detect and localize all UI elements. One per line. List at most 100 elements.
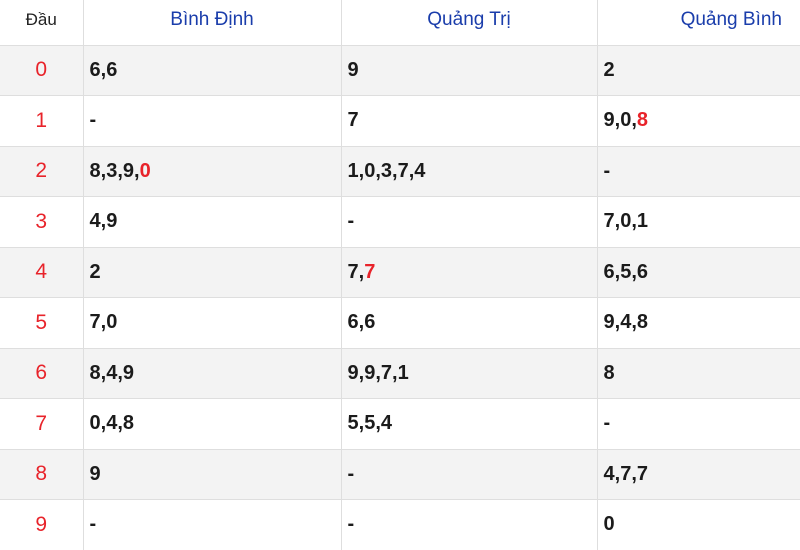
tail-digit: 0 xyxy=(620,109,632,132)
table-row: 7 0,4,8 5,5,4- xyxy=(0,398,800,450)
tail-separator: , xyxy=(117,159,123,182)
tail-digit: 9 xyxy=(122,361,134,384)
tail-separator: , xyxy=(375,412,381,435)
tail-separator: , xyxy=(375,361,381,384)
tail-digit: 4 xyxy=(380,412,392,435)
tail-digit: 9 xyxy=(122,159,134,182)
tails-cell: 8,3,9,0 xyxy=(83,146,342,197)
tail-digit: 9 xyxy=(347,58,359,81)
head-digit: 1 xyxy=(0,95,84,147)
table-row: 4 2 7,7 6,5,6 xyxy=(0,247,800,298)
tail-separator: , xyxy=(117,361,123,384)
header-province-quang-binh[interactable]: Quảng Bình xyxy=(597,0,800,46)
tail-digit-highlighted: 7 xyxy=(364,260,376,283)
tail-separator: , xyxy=(100,361,107,384)
tail-digit: 4 xyxy=(414,159,426,182)
tail-digit: 9 xyxy=(364,361,376,384)
tail-digit: 3 xyxy=(106,159,118,182)
table-row: 9--0 xyxy=(0,499,800,550)
tail-digit: 7 xyxy=(397,159,409,182)
tails-cell: 8 xyxy=(597,348,800,399)
tail-digit: 0 xyxy=(603,513,615,536)
tails-cell: 2 xyxy=(83,247,342,298)
tail-separator: , xyxy=(392,159,398,182)
tails-cell: - xyxy=(597,146,800,197)
tail-separator: , xyxy=(100,311,107,334)
tail-digit: 4 xyxy=(106,361,118,384)
tail-separator: , xyxy=(614,210,621,233)
tail-digit: 1 xyxy=(636,210,648,233)
tail-digit: 8 xyxy=(89,159,101,182)
tail-digit: 9 xyxy=(89,462,101,485)
tails-cell: 9,9,7,1 xyxy=(341,348,598,399)
tails-cell: 2 xyxy=(597,45,800,96)
tail-separator: , xyxy=(614,311,621,334)
tail-digit: 9 xyxy=(603,311,615,334)
tail-digit: 4 xyxy=(89,210,101,233)
tail-digit-highlighted: 8 xyxy=(636,109,648,132)
tail-separator: , xyxy=(117,412,123,435)
tail-digit: - xyxy=(603,412,611,435)
tail-digit: 1 xyxy=(397,361,409,384)
header-province-quang-tri[interactable]: Quảng Trị xyxy=(341,0,598,46)
tails-cell: - xyxy=(341,499,598,550)
tail-digit: 0 xyxy=(89,412,101,435)
tail-digit: - xyxy=(89,513,97,536)
tail-separator: , xyxy=(631,210,637,233)
tail-digit: 6 xyxy=(106,58,118,81)
tail-digit: 7 xyxy=(603,210,615,233)
tails-cell: - xyxy=(597,398,800,450)
tail-digit: 7 xyxy=(380,361,392,384)
tail-separator: , xyxy=(631,260,637,283)
tail-digit: 9 xyxy=(603,109,615,132)
header-head-label: Đầu xyxy=(0,0,84,46)
tail-digit: 6 xyxy=(347,311,359,334)
table-row: 8 9-4,7,7 xyxy=(0,449,800,500)
tail-separator: , xyxy=(358,260,365,283)
tail-digit: 9 xyxy=(106,210,118,233)
table-row: 3 4,9-7,0,1 xyxy=(0,196,800,248)
tail-digit: 4 xyxy=(620,311,632,334)
tail-digit: 5 xyxy=(620,260,632,283)
tails-cell: 0,4,8 xyxy=(83,398,342,450)
tail-separator: , xyxy=(358,361,365,384)
tails-cell: 0 xyxy=(597,499,800,550)
tails-cell: - xyxy=(83,95,342,147)
tails-cell: - xyxy=(83,499,342,550)
tail-digit: 7 xyxy=(347,260,359,283)
tail-separator: , xyxy=(100,159,107,182)
tail-digit: 2 xyxy=(89,260,101,283)
tail-separator: , xyxy=(100,412,107,435)
tail-digit: - xyxy=(347,513,355,536)
tail-separator: , xyxy=(358,159,365,182)
tail-digit: 4 xyxy=(106,412,118,435)
tail-separator: , xyxy=(614,260,621,283)
table-row: 0 6,6 9 2 xyxy=(0,45,800,96)
tail-separator: , xyxy=(358,412,365,435)
header-province-binh-dinh[interactable]: Bình Định xyxy=(83,0,342,46)
tail-digit: 8 xyxy=(603,361,615,384)
tails-cell: 9,4,8 xyxy=(597,297,800,349)
tail-digit-highlighted: 0 xyxy=(139,159,151,182)
tail-separator: , xyxy=(631,311,637,334)
tail-digit: 0 xyxy=(364,159,376,182)
tails-cell: 4,9 xyxy=(83,196,342,248)
tails-cell: 7,0,1 xyxy=(597,196,800,248)
tails-cell: 8,4,9 xyxy=(83,348,342,399)
head-digit: 4 xyxy=(0,247,84,298)
tail-separator: , xyxy=(358,311,365,334)
tails-cell: 9,0,8 xyxy=(597,95,800,147)
tail-digit: 8 xyxy=(89,361,101,384)
tail-digit: 5 xyxy=(347,412,359,435)
tails-cell: 7,0 xyxy=(83,297,342,349)
tail-digit: - xyxy=(603,159,611,182)
tails-cell: - xyxy=(341,449,598,500)
tail-digit: 8 xyxy=(122,412,134,435)
tails-cell: 4,7,7 xyxy=(597,449,800,500)
tail-separator: , xyxy=(614,109,621,132)
tail-separator: , xyxy=(408,159,415,182)
tail-separator: , xyxy=(614,462,621,485)
tail-digit: 7 xyxy=(620,462,632,485)
tails-cell: 6,5,6 xyxy=(597,247,800,298)
